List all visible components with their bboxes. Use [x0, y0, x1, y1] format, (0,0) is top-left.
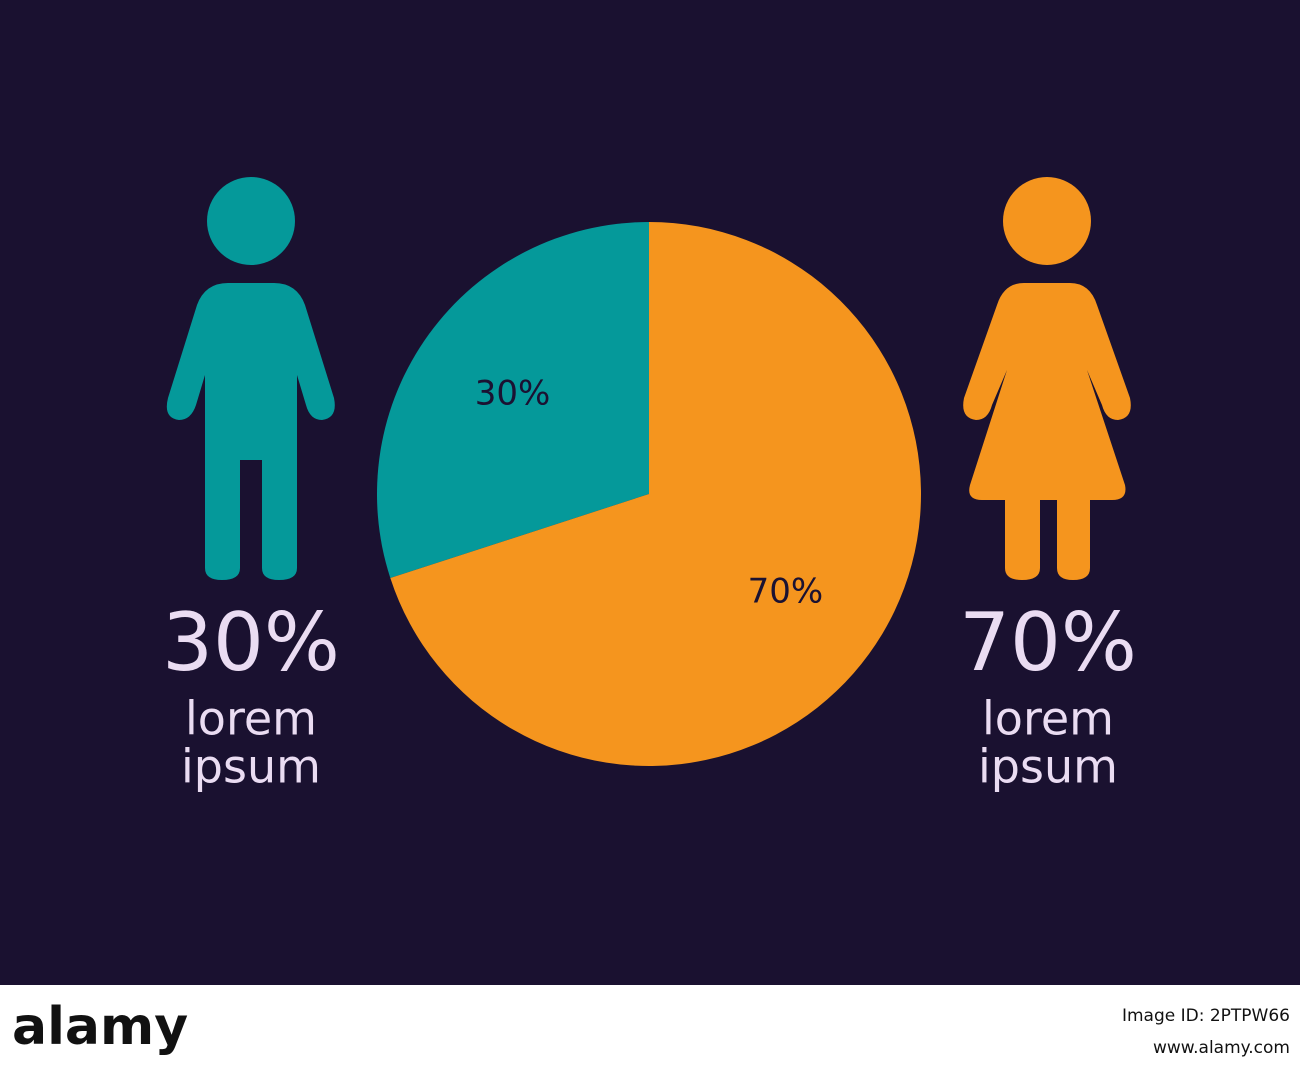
- footer-id: Image ID: 2PTPW66: [1122, 1006, 1290, 1026]
- caption: ipsum: [181, 740, 321, 794]
- female-figure: [963, 177, 1131, 580]
- slice-label: 70%: [748, 572, 824, 612]
- footer-brand: alamy: [12, 997, 188, 1057]
- caption: lorem: [982, 692, 1114, 746]
- caption: lorem: [185, 692, 317, 746]
- caption: ipsum: [978, 740, 1118, 794]
- side-value: 70%: [959, 596, 1137, 689]
- pie-slice: [377, 222, 649, 579]
- footer-bar: [0, 985, 1300, 1074]
- pie: 30% 70%: [377, 222, 922, 766]
- side-value: 30%: [162, 596, 340, 689]
- footer-url: www.alamy.com: [1153, 1038, 1290, 1058]
- pie-slice: [390, 222, 922, 766]
- male-figure: [166, 177, 335, 580]
- slice-label: 30%: [475, 373, 551, 413]
